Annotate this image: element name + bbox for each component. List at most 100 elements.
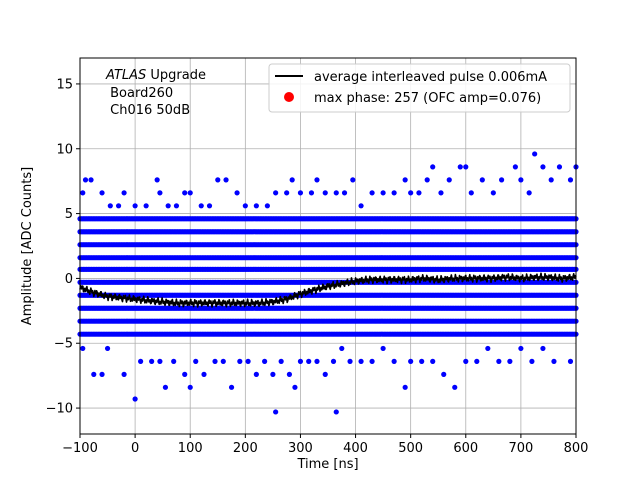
scatter-point [182,371,188,377]
scatter-point [358,203,364,209]
scatter-point [548,177,554,183]
scatter-point [402,177,408,183]
scatter-point [82,177,89,183]
scatter-point [463,164,469,170]
scatter-point [107,203,113,209]
scatter-point [154,177,160,183]
scatter-point [286,371,293,377]
scatter-point [391,190,397,196]
legend-marker-swatch [284,92,294,102]
scatter-point [419,358,425,364]
scatter-point [132,203,138,209]
legend-box [268,63,571,113]
scatter-point [242,203,248,209]
x-axis-label: Time [ns] [296,457,358,472]
scatter-point [463,358,469,364]
scatter-point [215,177,221,183]
scatter-point [171,358,177,364]
scatter-point [165,203,171,209]
y-tick-label: −10 [46,402,73,417]
scatter-point [292,384,298,390]
scatter-point [121,371,127,377]
scatter-point [80,345,86,352]
scatter-point [567,177,574,183]
scatter-point [121,190,127,196]
scatter-point [91,371,97,377]
scatter-point [308,190,315,196]
scatter-point [347,358,353,364]
x-tick-label: 400 [343,441,368,456]
annotation-board-text: Board260 [106,86,173,101]
scatter-point [490,190,496,196]
x-tick-label: 300 [288,441,313,456]
scatter-point [187,384,193,390]
y-tick-label: 0 [65,272,73,287]
scatter-point [518,177,524,183]
legend-entry-max-phase: max phase: 257 (OFC amp=0.076) [314,91,541,106]
scatter-point [270,371,276,377]
annotation-upgrade-text: Upgrade [146,68,206,83]
scatter-point [391,358,397,364]
scatter-point [474,358,480,364]
x-tick-label: 200 [233,441,258,456]
annotation-line-1: ATLAS Upgrade [105,68,206,83]
x-tick-label: 700 [508,441,533,456]
scatter-point [402,384,408,390]
scatter-point [518,345,524,352]
scatter-point [273,409,279,415]
scatter-point [237,358,243,364]
scatter-point [485,345,491,352]
y-axis-ticks: −10 −5 0 5 10 15 [46,77,80,417]
x-tick-label: 600 [453,441,478,456]
scatter-point [234,190,240,196]
scatter-point [330,358,337,364]
legend: average interleaved pulse 0.006mA max ph… [268,63,571,113]
scatter-point [507,358,513,364]
y-axis-label: Amplitude [ADC Counts] [20,167,35,325]
scatter-point [143,203,149,209]
scatter-point [306,358,312,364]
scatter-point [532,151,538,157]
scatter-series [77,151,579,415]
scatter-point [408,190,414,196]
scatter-point [253,203,259,209]
scatter-point [264,203,270,209]
y-tick-label: 10 [56,142,73,157]
atlas-annotation: ATLAS Upgrade Board260 Ch016 50dB [105,68,206,118]
scatter-point [408,358,414,364]
scatter-point [529,358,535,364]
scatter-point [212,358,218,364]
scatter-point [540,164,546,170]
average-pulse-line [79,272,577,308]
scatter-point [441,371,447,377]
scatter-point [551,358,557,364]
scatter-point [253,371,259,377]
scatter-point [157,190,163,196]
scatter-point [284,190,290,196]
scatter-point [369,190,375,196]
x-tick-label: 800 [564,441,589,456]
annotation-channel-text: Ch016 50dB [106,103,190,118]
scatter-point [452,384,458,390]
scatter-point [201,371,207,377]
scatter-point [322,371,328,377]
y-tick-label: −5 [54,337,73,352]
y-tick-label: 15 [56,77,73,92]
x-tick-label: 100 [178,441,203,456]
scatter-point [149,358,155,364]
scatter-point [496,358,502,364]
scatter-point [198,203,204,209]
scatter-point [468,190,474,196]
scatter-point [99,190,105,196]
scatter-point [526,190,532,196]
scatter-point [446,177,452,183]
scatter-point [193,358,199,364]
average-pulse-series [79,272,577,308]
scatter-point [322,190,328,196]
scatter-point [228,384,235,390]
scatter-point [80,190,86,196]
scatter-point [99,371,105,377]
scatter-point [369,358,375,364]
x-tick-label: 0 [131,441,139,456]
